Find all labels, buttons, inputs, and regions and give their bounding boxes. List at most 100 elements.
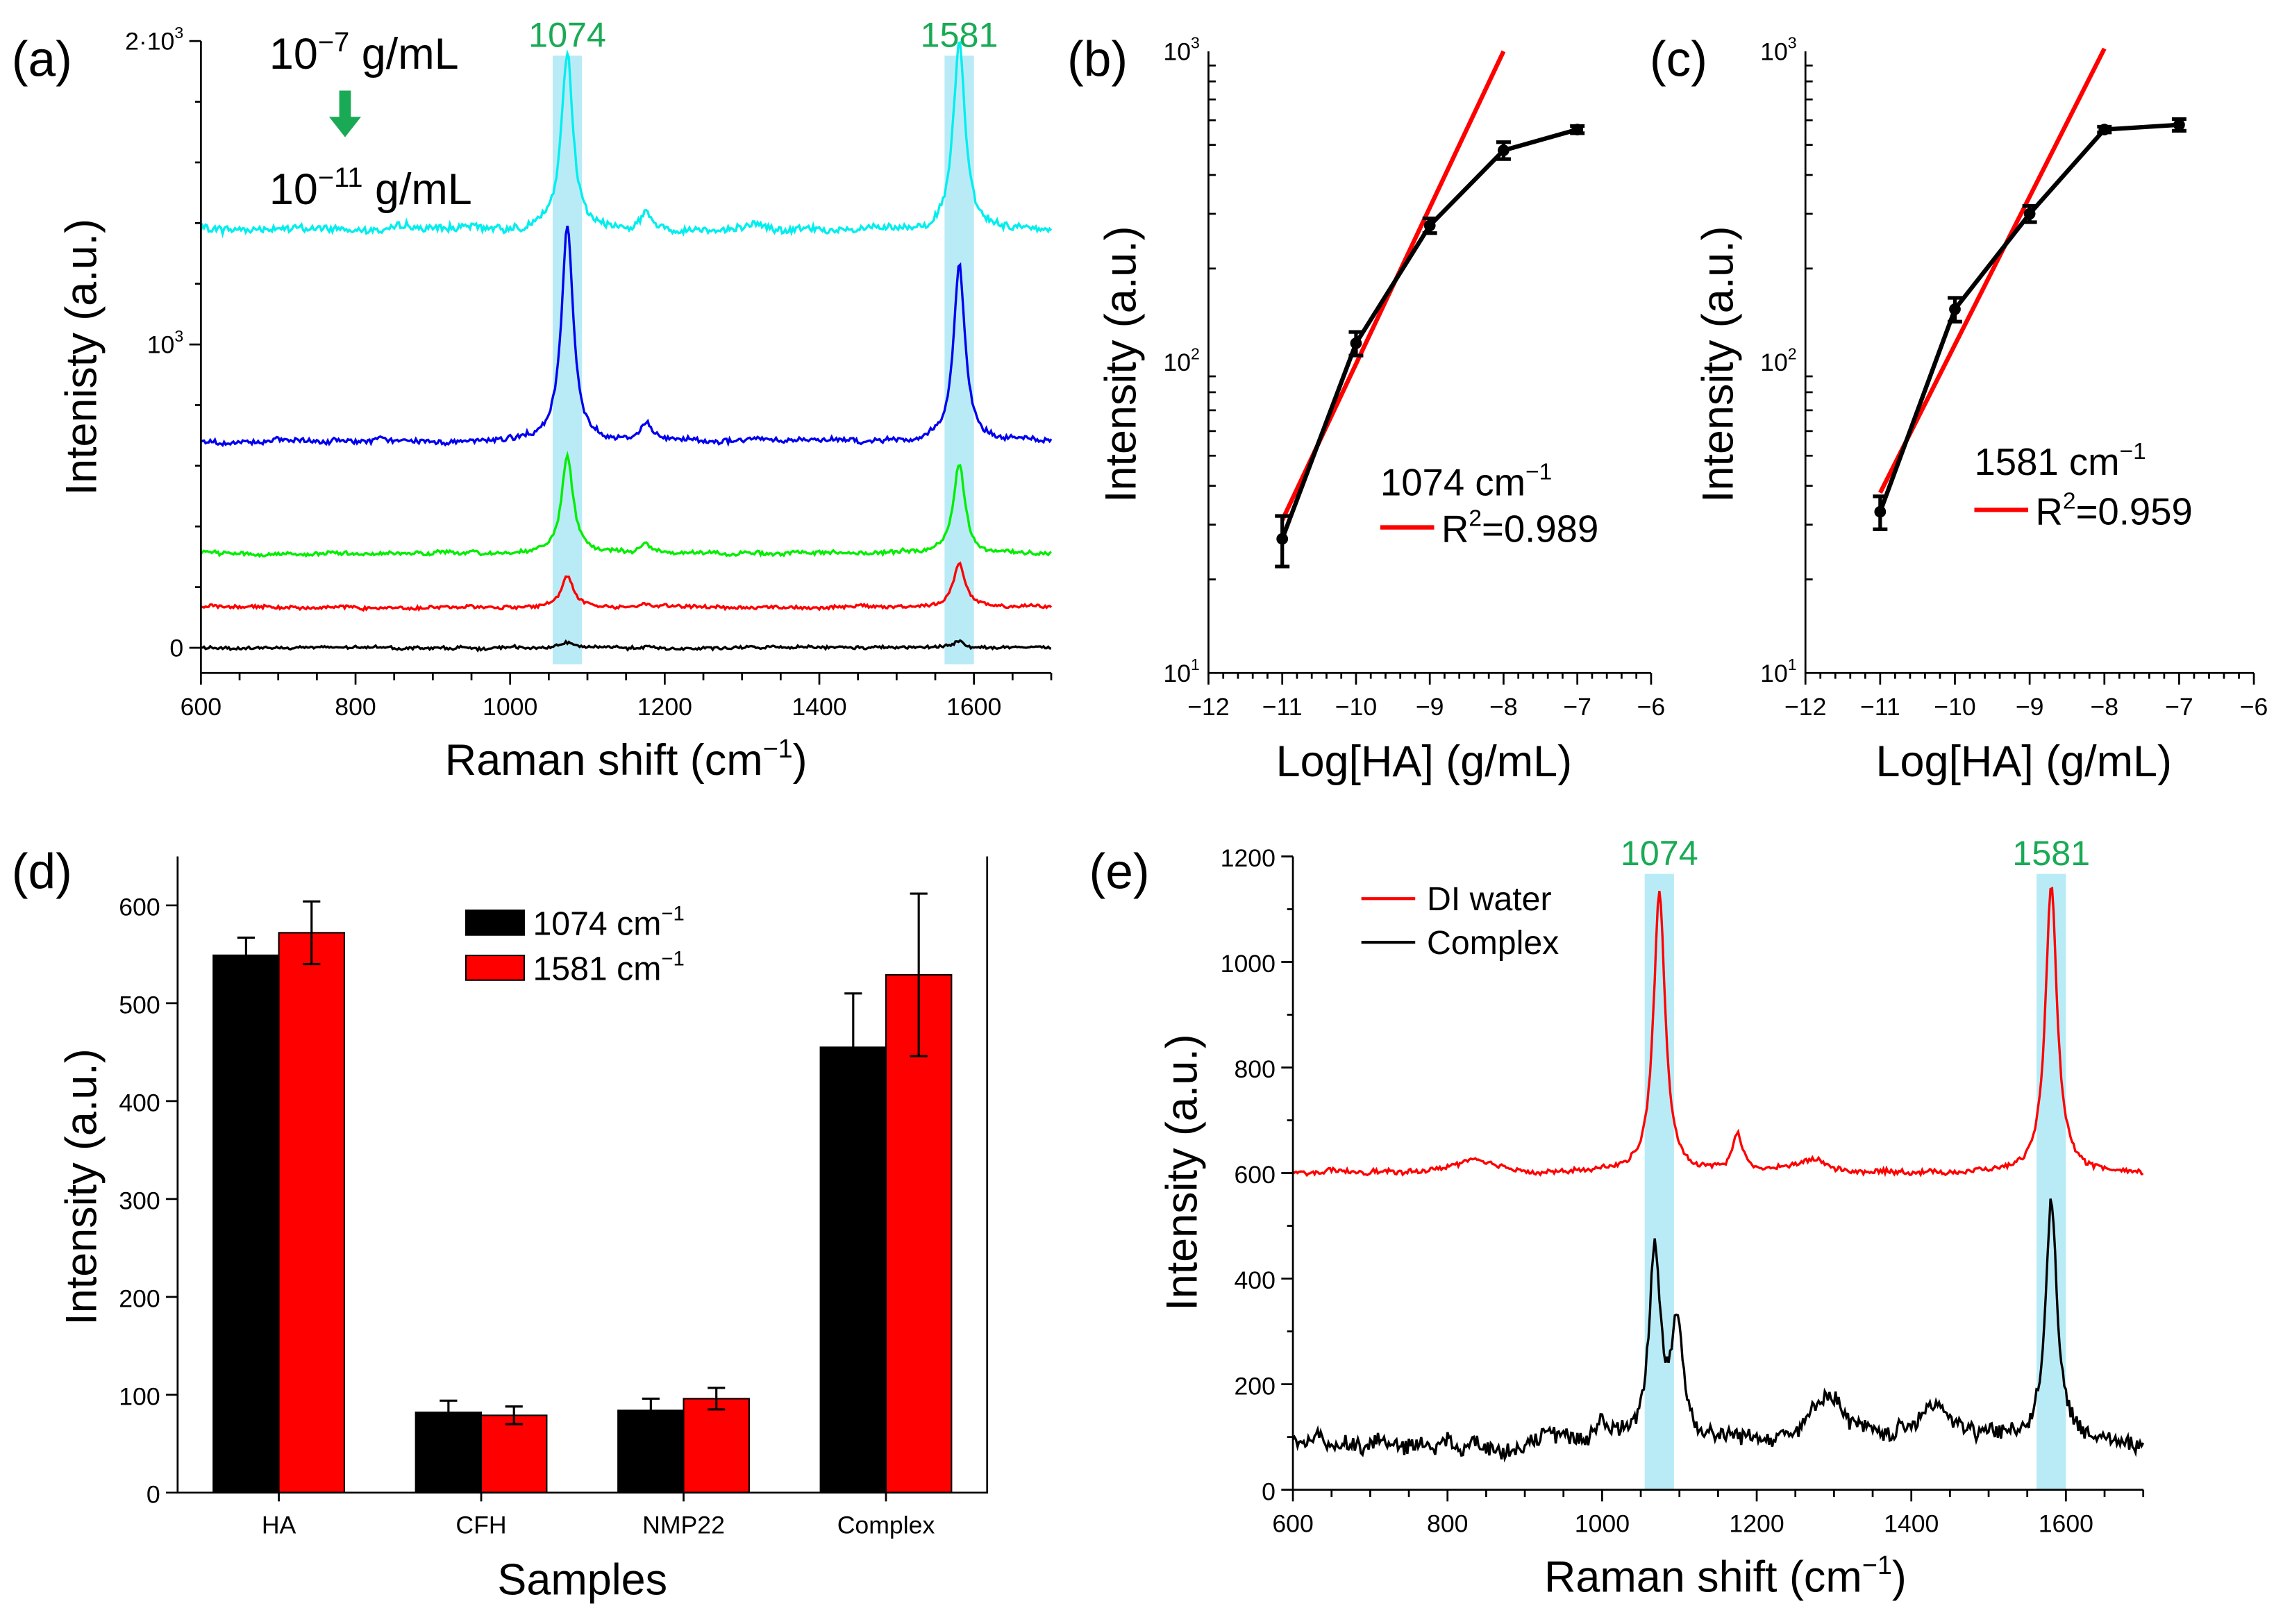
spectrum-line xyxy=(1292,886,2143,1178)
e-legend-complex: Complex xyxy=(1427,924,1559,962)
data-point xyxy=(1350,337,1362,349)
data-point xyxy=(2023,208,2036,220)
x-tick-label: −9 xyxy=(2016,693,2044,721)
y-tick-label: 800 xyxy=(1234,1055,1275,1083)
axes xyxy=(176,856,989,1494)
e-ylabel: Intensity (a.u.) xyxy=(1158,1034,1207,1310)
spectrum-line xyxy=(1291,1198,2145,1463)
b-ylabel: Intensity (a.u.) xyxy=(1097,226,1146,502)
a-ylabel: Intenisty (a.u.) xyxy=(57,219,106,495)
spectrum-line xyxy=(200,225,1053,448)
y-tick-label: 103 xyxy=(1760,34,1796,66)
a-annotation-bottom: 10−11 g/mL xyxy=(269,162,472,214)
y-tick-label: 103 xyxy=(147,327,183,359)
fit-line xyxy=(1878,47,2107,494)
y-tick-label: 101 xyxy=(1163,655,1199,687)
highlight-band xyxy=(944,56,974,664)
x-tick-label: −12 xyxy=(1187,693,1229,721)
x-tick-label: −6 xyxy=(2240,693,2268,721)
arrow-down-icon xyxy=(328,90,362,137)
error-bar xyxy=(844,992,862,1103)
a-xlabel: Raman shift (cm−1) xyxy=(445,734,808,785)
error-bar xyxy=(505,1405,523,1425)
x-tick-label: 1000 xyxy=(1575,1509,1630,1537)
y-tick-label: 1000 xyxy=(1221,950,1276,978)
y-tick-label: 0 xyxy=(169,635,183,662)
panel-label-b: (b) xyxy=(1067,31,1128,87)
x-tick-label: CFH xyxy=(455,1512,506,1539)
c-ylabel: Intensity (a.u.) xyxy=(1694,226,1742,502)
x-tick-label: −8 xyxy=(2090,693,2118,721)
error-bar xyxy=(440,1399,458,1425)
y-tick-label: 101 xyxy=(1760,655,1796,687)
x-tick-label: 1400 xyxy=(1884,1509,1939,1537)
bar xyxy=(480,1414,548,1493)
y-tick-label: 1200 xyxy=(1221,844,1276,872)
x-tick-label: −8 xyxy=(1489,693,1518,721)
x-tick-label: 1600 xyxy=(2039,1509,2093,1537)
x-tick-label: −10 xyxy=(1335,693,1377,721)
panel-label-d: (d) xyxy=(12,844,72,900)
peak-label: 1074 xyxy=(528,15,606,55)
d-legend-swatch-1074 xyxy=(465,909,525,936)
c-legend-title: 1581 cm−1 xyxy=(1974,439,2146,483)
data-point xyxy=(1423,219,1436,232)
axes xyxy=(1804,51,2255,674)
spectrum-line xyxy=(200,561,1053,612)
data-point xyxy=(2098,124,2111,135)
e-legend-di-water: DI water xyxy=(1427,880,1552,918)
panel-label-a: (a) xyxy=(12,31,72,87)
d-legend-1074: 1074 cm−1 xyxy=(533,903,684,943)
chart-a: 1074 1581 600 800 1000 1200 1400 1600 0 103 2·103 xyxy=(125,15,1053,721)
x-tick-label: −11 xyxy=(1262,693,1303,721)
peak-label: 1074 xyxy=(1621,833,1698,873)
spectrum-line xyxy=(199,40,1053,239)
e-xlabel: Raman shift (cm−1) xyxy=(1544,1550,1907,1601)
x-tick-label: NMP22 xyxy=(642,1512,725,1539)
d-legend-1581: 1581 cm−1 xyxy=(533,948,684,988)
y-tick-label: 300 xyxy=(119,1187,160,1215)
spectrum-line xyxy=(201,639,1052,653)
error-bar xyxy=(237,936,255,974)
peak-label: 1581 xyxy=(2012,833,2090,873)
c-xlabel: Log[HA] (g/mL) xyxy=(1876,737,2172,786)
x-tick-label: −11 xyxy=(1860,693,1900,721)
data-point xyxy=(1498,144,1510,156)
peak-label: 1581 xyxy=(921,15,998,55)
y-tick-label: 102 xyxy=(1163,344,1199,376)
spectrum-line xyxy=(200,451,1052,558)
data-point xyxy=(1571,124,1584,135)
y-tick-label: 400 xyxy=(119,1089,160,1117)
x-tick-label: −10 xyxy=(1934,693,1975,721)
x-tick-label: 1200 xyxy=(1729,1509,1784,1537)
c-legend-entry: R2=0.959 xyxy=(2036,488,2193,533)
x-tick-label: 1400 xyxy=(792,693,846,721)
y-tick-label: 2·103 xyxy=(125,24,183,56)
error-bar xyxy=(303,900,321,966)
x-tick-label: 600 xyxy=(181,693,221,721)
a-annotation-top: 10−7 g/mL xyxy=(269,27,459,78)
y-tick-label: 500 xyxy=(119,991,160,1019)
axes xyxy=(200,41,1051,674)
y-tick-label: 0 xyxy=(1262,1477,1276,1505)
x-tick-label: 600 xyxy=(1272,1509,1313,1537)
y-tick-label: 100 xyxy=(119,1383,160,1411)
b-xlabel: Log[HA] (g/mL) xyxy=(1276,737,1572,786)
b-legend-title: 1074 cm−1 xyxy=(1380,459,1552,503)
x-tick-label: 800 xyxy=(335,693,376,721)
d-legend-swatch-1581 xyxy=(465,955,525,981)
b-legend-entry: R2=0.989 xyxy=(1441,505,1598,550)
axes xyxy=(1207,51,1651,674)
y-tick-label: 102 xyxy=(1760,344,1796,376)
y-tick-label: 0 xyxy=(147,1480,160,1508)
chart-c: −12 −11 −10 −9 −8 −7 −6 101 102 103 xyxy=(1760,34,2268,721)
bar xyxy=(885,973,953,1493)
data-point xyxy=(2173,119,2185,131)
bar xyxy=(212,954,280,1493)
d-xlabel: Samples xyxy=(497,1556,667,1605)
data-point xyxy=(1949,303,1961,315)
chart-b: −12 −11 −10 −9 −8 −7 −6 101 102 103 xyxy=(1163,34,1665,721)
panel-label-c: (c) xyxy=(1650,31,1707,87)
y-tick-label: 400 xyxy=(1234,1266,1275,1294)
